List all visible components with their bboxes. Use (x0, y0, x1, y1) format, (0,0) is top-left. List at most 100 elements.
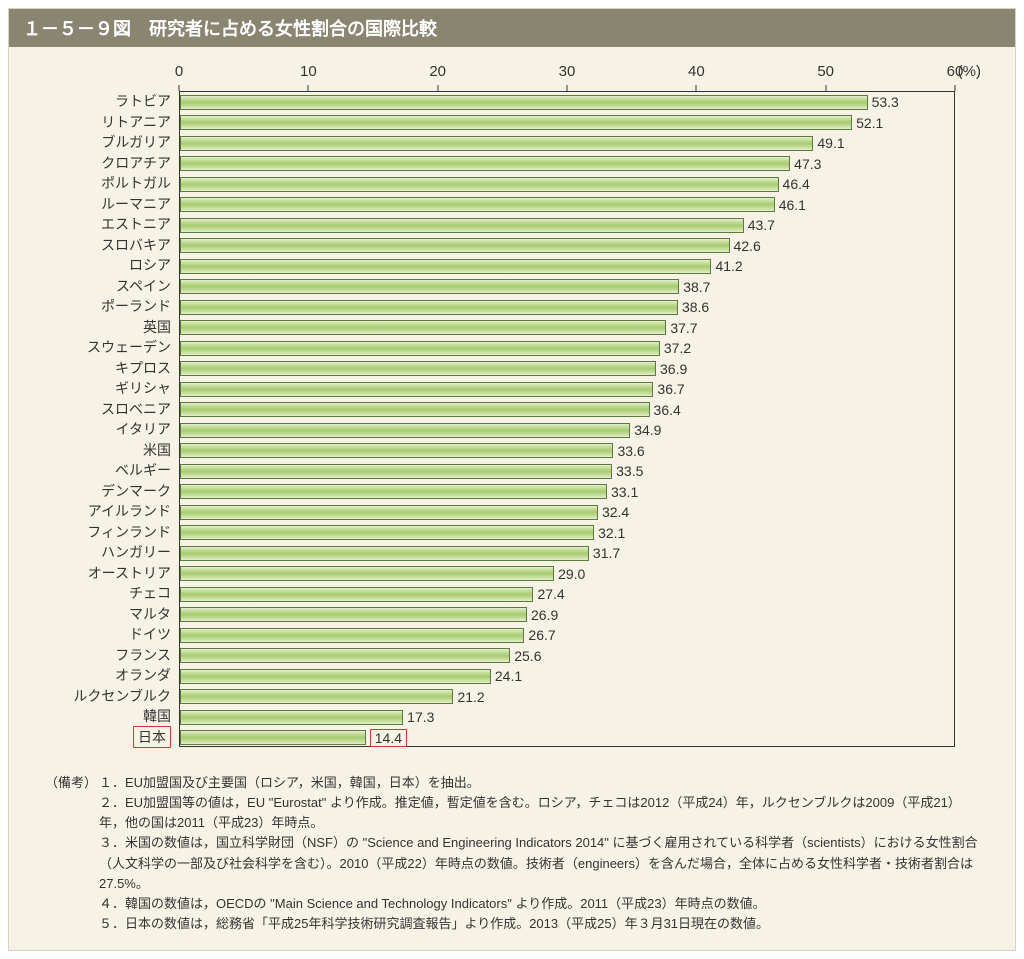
country-label: 米国 (143, 440, 171, 460)
bar-value-label: 36.4 (654, 402, 681, 418)
bar-value-label: 17.3 (407, 709, 434, 725)
bar-value-label: 26.9 (531, 607, 558, 623)
country-label: ブルガリア (101, 132, 171, 152)
bar-value-label: 47.3 (794, 156, 821, 172)
bar (180, 464, 612, 479)
country-label: イタリア (116, 419, 171, 439)
note-line: ３．米国の数値は，国立科学財団（NSF）の "Science and Engin… (99, 833, 985, 893)
bar (180, 689, 453, 704)
bar (180, 505, 598, 520)
country-label: デンマーク (101, 481, 171, 501)
x-tick-label: 20 (429, 63, 446, 80)
bar (180, 136, 813, 151)
country-label: クロアチア (101, 153, 171, 173)
bar-value-label: 21.2 (457, 689, 484, 705)
country-label: ポーランド (101, 296, 171, 316)
country-label: 韓国 (143, 706, 171, 726)
bar (180, 607, 527, 622)
bar (180, 402, 650, 417)
bar-value-label: 29.0 (558, 566, 585, 582)
bar-value-label: 31.7 (593, 545, 620, 561)
bar-value-label: 32.1 (598, 525, 625, 541)
bar (180, 259, 711, 274)
country-label: フィンランド (87, 522, 171, 542)
x-tick-label: 10 (300, 63, 317, 80)
x-axis: (%) 0102030405060 (179, 57, 955, 91)
country-label: 日本 (133, 726, 171, 748)
bar-value-label: 36.7 (657, 381, 684, 397)
bar-value-label: 24.1 (495, 668, 522, 684)
note-line: ５．日本の数値は，総務省「平成25年科学技術研究調査報告」より作成。2013（平… (99, 914, 985, 934)
bar-value-label: 49.1 (817, 135, 844, 151)
bar (180, 443, 613, 458)
bar-value-label: 46.1 (779, 197, 806, 213)
bar-value-label: 53.3 (872, 94, 899, 110)
country-label: ロシア (129, 255, 171, 275)
bar-value-label: 33.6 (617, 443, 644, 459)
country-label: スペイン (116, 276, 171, 296)
bar-value-label: 42.6 (734, 238, 761, 254)
bar (180, 300, 678, 315)
bar-value-label: 27.4 (537, 586, 564, 602)
bar (180, 218, 744, 233)
bar-value-label: 41.2 (715, 258, 742, 274)
country-label: ルーマニア (101, 194, 171, 214)
country-label: ベルギー (115, 460, 171, 480)
bar (180, 177, 779, 192)
x-tick-label: 50 (817, 63, 834, 80)
bar (180, 197, 775, 212)
bar (180, 587, 533, 602)
country-label: ラトビア (115, 91, 171, 111)
bar-value-label: 38.6 (682, 299, 709, 315)
bar-value-label: 43.7 (748, 217, 775, 233)
bar-value-label: 33.1 (611, 484, 638, 500)
country-label: マルタ (129, 604, 171, 624)
bar (180, 648, 510, 663)
chart-plot: 53.352.149.147.346.446.143.742.641.238.7… (179, 91, 955, 747)
bar (180, 95, 868, 110)
country-label: スロベニア (101, 399, 171, 419)
bar (180, 279, 679, 294)
bar-value-label: 33.5 (616, 463, 643, 479)
country-label: ギリシャ (115, 378, 171, 398)
bar (180, 238, 730, 253)
country-label: ルクセンブルク (73, 686, 171, 706)
bar-value-label: 34.9 (634, 422, 661, 438)
bar (180, 382, 653, 397)
country-label: エストニア (101, 214, 171, 234)
bar (180, 669, 491, 684)
country-label: リトアニア (101, 112, 171, 132)
chart-area: (%) 0102030405060 ラトビアリトアニアブルガリアクロアチアポルト… (39, 57, 985, 761)
bar (180, 566, 554, 581)
note-line: ４．韓国の数値は，OECDの "Main Science and Technol… (99, 894, 985, 914)
bar (180, 341, 660, 356)
notes-section: （備考） １．EU加盟国及び主要国（ロシア，米国，韓国，日本）を抽出。２．EU加… (9, 767, 1015, 950)
bar (180, 484, 607, 499)
bar-value-label: 26.7 (528, 627, 555, 643)
country-label: スロバキア (101, 235, 171, 255)
country-label: スウェーデン (87, 337, 171, 357)
bar (180, 320, 666, 335)
country-label: ドイツ (129, 624, 171, 644)
bar (180, 730, 366, 745)
country-label: アイルランド (88, 501, 171, 521)
y-axis-labels: ラトビアリトアニアブルガリアクロアチアポルトガルルーマニアエストニアスロバキアロ… (39, 91, 179, 747)
note-line: １．EU加盟国及び主要国（ロシア，米国，韓国，日本）を抽出。 (99, 773, 985, 793)
bar (180, 546, 589, 561)
bar-value-label: 25.6 (514, 648, 541, 664)
chart-title-bar: １－５－９図 研究者に占める女性割合の国際比較 (9, 9, 1015, 47)
bar-value-label: 38.7 (683, 279, 710, 295)
bar (180, 115, 852, 130)
country-label: ポルトガル (101, 173, 171, 193)
country-label: チェコ (129, 583, 171, 603)
country-label: ハンガリー (101, 542, 171, 562)
bar-value-label: 52.1 (856, 115, 883, 131)
bar (180, 525, 594, 540)
notes-label: （備考） (45, 773, 97, 793)
x-tick-label: 30 (559, 63, 576, 80)
x-tick-label: 40 (688, 63, 705, 80)
chart-title: １－５－９図 研究者に占める女性割合の国際比較 (23, 19, 437, 39)
notes-body: １．EU加盟国及び主要国（ロシア，米国，韓国，日本）を抽出。２．EU加盟国等の値… (99, 773, 985, 934)
bar (180, 628, 524, 643)
bar (180, 156, 790, 171)
